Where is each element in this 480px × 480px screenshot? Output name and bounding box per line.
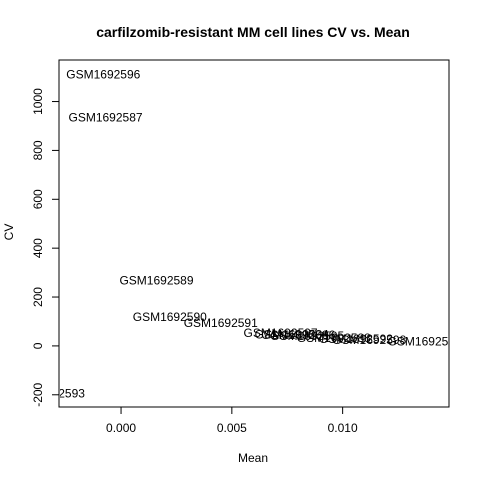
point-label: GSM1692599 (388, 335, 462, 349)
y-tick-label: 1000 (31, 88, 45, 115)
y-axis-label: CV (2, 224, 16, 241)
point-label: GSM1692592 (319, 332, 393, 346)
x-tick-label: 0.005 (217, 421, 247, 435)
y-tick-label: 600 (31, 189, 45, 209)
x-axis-label: Mean (238, 451, 268, 465)
point-label: GSM1692595 (270, 329, 344, 343)
point-label: GSM1692594 (255, 327, 329, 341)
y-tick-label: 800 (31, 140, 45, 160)
chart-title: carfilzomib-resistant MM cell lines CV v… (96, 24, 410, 40)
y-tick-label: 200 (31, 287, 45, 307)
y-tick-label: 0 (31, 342, 45, 349)
point-label: GSM1692587 (69, 110, 143, 124)
point-label: GSM1692597 (244, 326, 318, 340)
x-tick-label: 0.010 (328, 421, 358, 435)
point-label: GSM1692589 (119, 273, 193, 287)
y-tick-label: 400 (31, 238, 45, 258)
point-label: GSM1692598 (332, 333, 406, 347)
x-tick-label: 0.000 (106, 421, 136, 435)
point-label: GSM1692593 (11, 387, 85, 401)
point-label: GSM1692591 (184, 316, 258, 330)
y-axis: -200 0 200 400 600 800 1000 (31, 88, 60, 407)
x-axis: 0.000 0.005 0.010 (106, 406, 358, 435)
y-tick-label: -200 (31, 382, 45, 406)
point-label: GSM1692596 (66, 68, 140, 82)
point-label: GSM1692588 (297, 331, 371, 345)
point-label: GSM1692586 (261, 328, 335, 342)
point-labels: GSM1692596 GSM1692587 GSM1692589 GSM1692590… (11, 68, 462, 401)
point-label: GSM1692590 (133, 310, 207, 324)
